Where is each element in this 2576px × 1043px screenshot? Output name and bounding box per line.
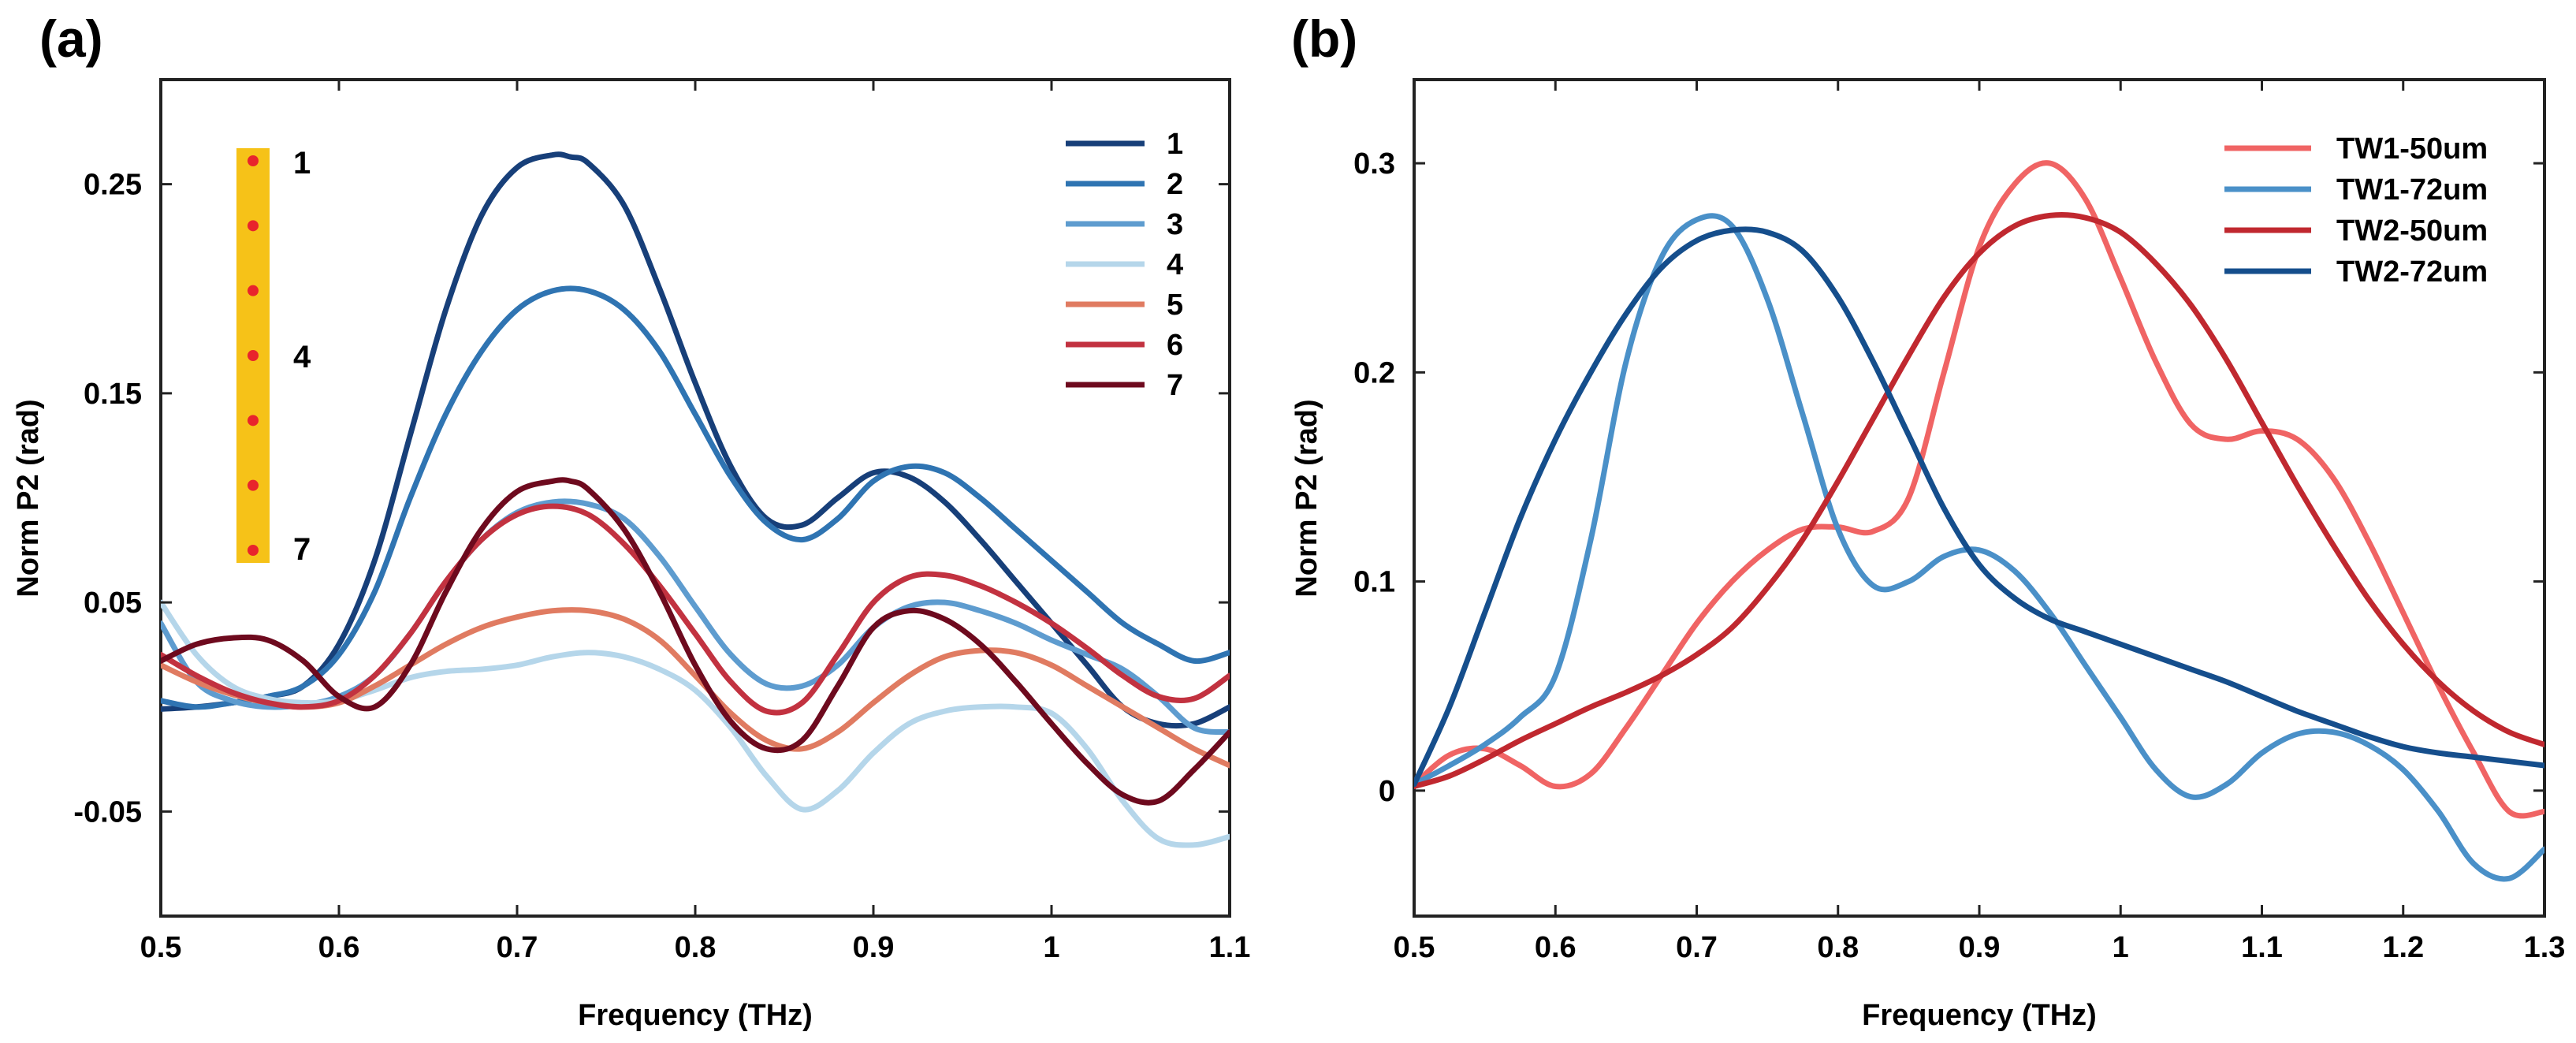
series-line-b-3 [1414, 212, 2544, 789]
x-tick-label-b-8: 1.3 [2524, 931, 2566, 964]
legend-b: TW1-50um TW1-72um TW2-50um TW2-72um [2224, 132, 2488, 289]
legend-label-a-2: 2 [1167, 168, 1183, 201]
legend-label-a-6: 6 [1167, 329, 1183, 362]
x-ticks-a: 0.5 0.6 0.7 0.8 0.9 1 1.1 [140, 80, 1251, 964]
series-line-b-4 [1414, 226, 2544, 788]
inset-dot-4 [248, 350, 259, 361]
y-axis-label-a: Norm P2 (rad) [12, 399, 45, 597]
inset-label-7: 7 [293, 532, 311, 567]
y-axis-label-b: Norm P2 (rad) [1290, 399, 1323, 597]
series-line-b-1 [1414, 160, 2544, 819]
series-line-a-3 [161, 498, 1230, 736]
x-tick-label-b-0: 0.5 [1394, 931, 1435, 964]
y-tick-label-a-3: 0.25 [84, 169, 142, 202]
x-tick-label-b-4: 0.9 [1959, 931, 2001, 964]
legend-label-a-5: 5 [1167, 289, 1183, 322]
legend-label-a-7: 7 [1167, 369, 1183, 402]
legend-label-b-1: TW1-50um [2336, 132, 2488, 166]
x-tick-label-a-5: 1 [1043, 931, 1059, 964]
chart-panel-a: (a) 0.5 0.6 0.7 0.8 0.9 1 1.1 -0.05 0.05 0.15 0.2… [12, 9, 1250, 1032]
inset-strip: 1 4 7 [236, 146, 311, 567]
x-tick-label-b-3: 0.8 [1817, 931, 1859, 964]
inset-dot-2 [248, 220, 259, 232]
legend-label-b-2: TW1-72um [2336, 173, 2488, 207]
inset-dots [248, 155, 259, 556]
y-tick-label-b-3: 0.3 [1353, 147, 1395, 181]
series-line-b-2 [1414, 213, 2544, 882]
inset-dot-7 [248, 545, 259, 556]
panel-label-a: (a) [39, 9, 103, 68]
x-tick-label-b-2: 0.7 [1676, 931, 1718, 964]
legend-label-a-1: 1 [1167, 128, 1183, 161]
y-tick-label-b-1: 0.1 [1353, 566, 1395, 599]
series-line-a-7 [161, 477, 1230, 806]
inset-dot-6 [248, 479, 259, 491]
x-ticks-b: 0.5 0.6 0.7 0.8 0.9 1 1.1 1.2 1.3 [1394, 80, 2566, 964]
legend-label-a-4: 4 [1167, 248, 1183, 281]
y-tick-label-a-0: -0.05 [73, 795, 142, 829]
inset-dot-1 [248, 155, 259, 166]
series-line-a-2 [161, 285, 1230, 710]
y-tick-label-a-2: 0.15 [84, 378, 142, 411]
inset-dot-5 [248, 415, 259, 427]
x-tick-label-a-0: 0.5 [140, 931, 182, 964]
series-group-a [161, 151, 1230, 848]
x-tick-label-a-4: 0.9 [853, 931, 895, 964]
series-group-b [1414, 160, 2544, 882]
x-tick-label-a-3: 0.8 [675, 931, 717, 964]
legend-label-b-4: TW2-72um [2336, 255, 2488, 289]
y-tick-label-b-0: 0 [1379, 775, 1395, 808]
x-tick-label-a-1: 0.6 [318, 931, 360, 964]
x-axis-label-a: Frequency (THz) [578, 999, 813, 1032]
y-tick-label-b-2: 0.2 [1353, 356, 1395, 389]
legend-label-b-3: TW2-50um [2336, 214, 2488, 248]
series-line-a-1 [161, 151, 1230, 729]
y-ticks-b: 0 0.1 0.2 0.3 [1353, 147, 2544, 808]
x-tick-label-b-5: 1 [2113, 931, 2129, 964]
plot-frame-a [159, 78, 1231, 918]
x-tick-label-a-6: 1.1 [1209, 931, 1251, 964]
inset-label-1: 1 [293, 146, 311, 181]
x-tick-label-a-2: 0.7 [497, 931, 538, 964]
panel-label-b: (b) [1291, 9, 1357, 68]
x-tick-label-b-1: 0.6 [1535, 931, 1576, 964]
legend-label-a-3: 3 [1167, 208, 1183, 241]
inset-dot-3 [248, 285, 259, 296]
x-tick-label-b-7: 1.2 [2382, 931, 2424, 964]
x-axis-label-b: Frequency (THz) [1862, 999, 2097, 1032]
chart-panel-b: (b) 0.5 0.6 0.7 0.8 0.9 1 1.1 1.2 1.3 0 0.1 0.2 0.3… [1290, 9, 2565, 1032]
y-ticks-a: -0.05 0.05 0.15 0.25 [73, 169, 1230, 829]
inset-label-4: 4 [293, 340, 311, 374]
y-tick-label-a-1: 0.05 [84, 587, 142, 620]
legend-a: 1 2 3 4 5 6 7 [1066, 128, 1183, 402]
x-tick-label-b-6: 1.1 [2241, 931, 2283, 964]
